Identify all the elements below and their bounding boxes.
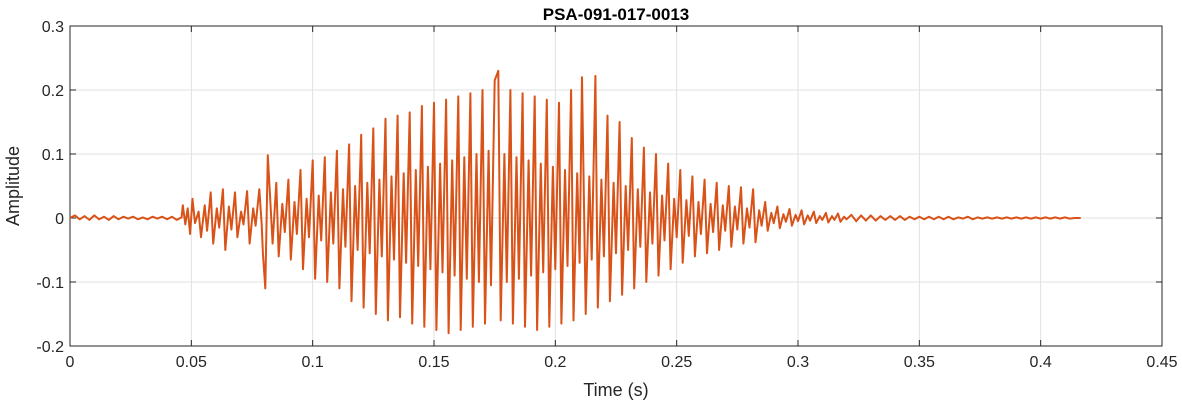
x-tick-label: 0.1	[302, 354, 324, 371]
axis-ticks	[69, 25, 1163, 347]
y-tick-label: 0.3	[42, 19, 64, 36]
y-tick-label: -0.2	[36, 339, 64, 356]
x-tick-label: 0.05	[176, 354, 207, 371]
plot-background	[70, 26, 1162, 346]
x-tick-label: 0.3	[787, 354, 809, 371]
chart-title: PSA-091-017-0013	[543, 5, 689, 24]
y-tick-label: 0	[55, 211, 64, 228]
plot-frame	[69, 25, 1163, 347]
y-tick-labels: -0.2 -0.1 0 0.1 0.2 0.3	[36, 19, 64, 356]
x-tick-label: 0	[66, 354, 75, 371]
x-tick-label: 0.4	[1030, 354, 1052, 371]
x-tick-label: 0.25	[661, 354, 692, 371]
y-tick-label: 0.2	[42, 83, 64, 100]
y-axis-label: Amplitude	[3, 146, 23, 226]
x-tick-label: 0.35	[904, 354, 935, 371]
y-tick-label: 0.1	[42, 147, 64, 164]
y-tick-label: -0.1	[36, 275, 64, 292]
waveform-series-line	[69, 69, 1081, 335]
x-axis-label: Time (s)	[583, 380, 648, 400]
x-tick-label: 0.15	[418, 354, 449, 371]
x-tick-label: 0.45	[1146, 354, 1177, 371]
x-tick-labels: 0 0.05 0.1 0.15 0.2 0.25 0.3 0.35 0.4 0.45	[66, 354, 1178, 371]
x-tick-label: 0.2	[544, 354, 566, 371]
series-group	[69, 69, 1081, 335]
